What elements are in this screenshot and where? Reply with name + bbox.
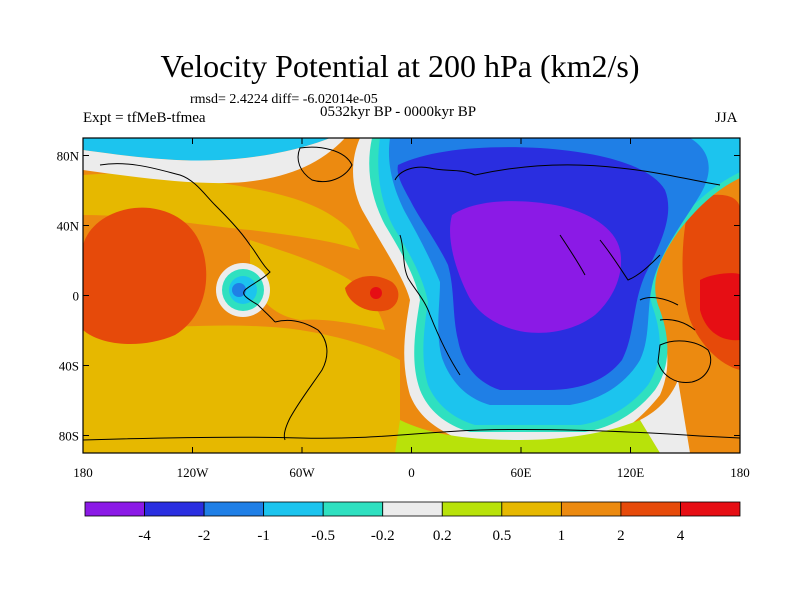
- field-arctic-white: [83, 138, 345, 184]
- field-cell-core: [232, 283, 246, 297]
- colorbar-label: -0.2: [371, 528, 395, 544]
- lat-tick-label: 40N: [57, 219, 80, 234]
- colorbar-swatch: [501, 501, 562, 517]
- period-label: 0532kyr BP - 0000kyr BP: [320, 104, 477, 120]
- lon-tick-label: 180: [73, 465, 93, 480]
- coast-north-america: [99, 163, 276, 323]
- field-level-3-pacific: [83, 207, 207, 345]
- coast-antarctica: [83, 428, 740, 441]
- field-level-4-east: [700, 273, 740, 341]
- colorbar-label: -0.5: [311, 528, 335, 544]
- lon-tick-label: 60W: [289, 465, 315, 480]
- colorbar-label: 4: [677, 528, 685, 544]
- latitude-axis: 80N 40N 0 40S 80S: [57, 149, 740, 444]
- coast-south-america: [274, 319, 328, 441]
- coast-australia: [657, 340, 712, 384]
- colorbar-swatch: [263, 501, 324, 517]
- lat-tick-label: 80S: [59, 429, 79, 444]
- lon-tick-label: 0: [408, 465, 415, 480]
- field-level-1-south: [83, 325, 400, 453]
- field-level-1-center: [250, 240, 385, 330]
- colorbar-swatch: [322, 501, 384, 517]
- coast-europe-africa: [394, 166, 476, 376]
- colorbar-label: 1: [558, 528, 566, 544]
- coastlines: [83, 146, 740, 441]
- season-label: JJA: [715, 110, 738, 126]
- colorbar-swatch: [620, 501, 681, 517]
- lat-tick-label: 80N: [57, 149, 80, 164]
- lat-tick-label: 0: [73, 289, 80, 304]
- stats-text: rmsd= 2.4224 diff= -6.02014e-05: [190, 92, 378, 107]
- lon-tick-label: 120W: [177, 465, 210, 480]
- field-antarctic-green: [395, 420, 660, 453]
- colorbar-swatch: [84, 501, 145, 517]
- lon-tick-label: 180: [730, 465, 750, 480]
- colorbar-swatch: [382, 501, 443, 517]
- colorbar-label: -1: [257, 528, 270, 544]
- field-level-neg-4: [450, 201, 622, 333]
- lon-tick-label: 120E: [617, 465, 645, 480]
- coast-greenland: [297, 146, 353, 183]
- lon-tick-label: 60E: [511, 465, 532, 480]
- colorbar-swatch: [441, 501, 503, 517]
- experiment-label: Expt = tfMeB-tfmea: [83, 110, 206, 126]
- field-arctic-cap: [83, 138, 330, 161]
- colorbar-label: -2: [198, 528, 211, 544]
- colorbar-label: -4: [138, 528, 151, 544]
- colorbar-swatch: [680, 501, 741, 517]
- colorbar-swatch: [560, 501, 622, 517]
- field-level-4-atlantic: [370, 287, 382, 299]
- colorbar-swatch: [144, 501, 205, 517]
- colorbar-swatch: [203, 501, 265, 517]
- colorbar-label: 2: [617, 528, 625, 544]
- velocity-potential-field: [83, 138, 740, 453]
- lat-tick-label: 40S: [59, 359, 79, 374]
- plot-title: Velocity Potential at 200 hPa (km2/s): [160, 48, 640, 84]
- coast-asia: [474, 164, 721, 281]
- longitude-axis: 180 120W 60W 0 60E 120E 180: [73, 138, 750, 480]
- colorbar-label: 0.2: [433, 528, 452, 544]
- colorbar: -4 -2 -1 -0.5 -0.2 0.2 0.5 1 2 4: [84, 501, 741, 544]
- colorbar-label: 0.5: [492, 528, 511, 544]
- coast-maritime-continent: [639, 297, 696, 331]
